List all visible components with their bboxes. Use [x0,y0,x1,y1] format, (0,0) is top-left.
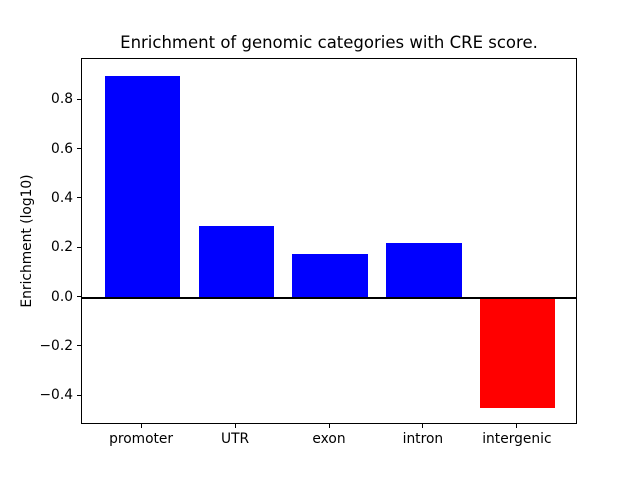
bar-UTR [198,226,274,298]
bar-intergenic [480,297,556,409]
y-tick-mark [77,246,81,248]
x-tick-mark [328,424,330,428]
y-tick-mark [77,394,81,396]
x-tick-label-exon: exon [312,431,346,447]
bar-promoter [104,75,180,298]
y-tick-label: 0.8 [51,91,73,108]
bar-intron [386,243,462,298]
y-tick-label: 0.0 [51,288,73,305]
y-tick-mark [77,345,81,347]
x-tick-label-UTR: UTR [221,431,250,447]
y-tick-mark [77,148,81,150]
plot-area [81,58,577,424]
y-tick-label: 0.2 [51,239,73,256]
y-tick-label: −0.4 [39,387,73,403]
y-tick-label: −0.2 [39,337,73,354]
x-tick-label-intergenic: intergenic [482,431,552,447]
zero-baseline [82,296,576,299]
bar-exon [292,254,368,298]
chart-title: Enrichment of genomic categories with CR… [120,33,538,52]
x-tick-label-intron: intron [402,431,444,447]
x-tick-label-promoter: promoter [109,431,174,447]
x-tick-mark [234,424,236,428]
y-tick-label: 0.6 [51,140,73,157]
x-tick-mark [516,424,518,428]
x-tick-mark [140,424,142,428]
y-tick-mark [77,197,81,199]
y-tick-label: 0.4 [51,189,73,206]
y-tick-mark [77,296,81,297]
y-tick-mark [77,98,81,100]
x-tick-mark [422,424,424,428]
